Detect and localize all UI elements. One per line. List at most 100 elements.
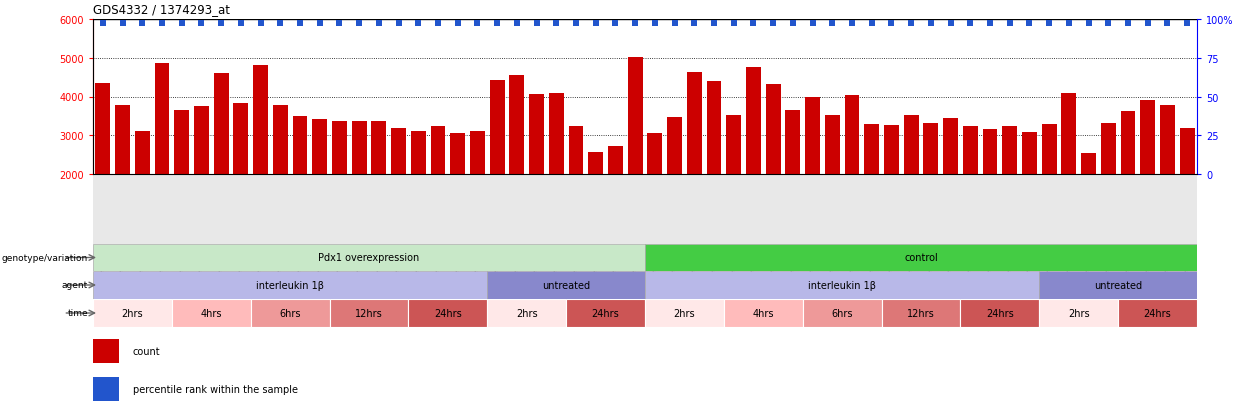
Point bbox=[941, 21, 961, 27]
Bar bbox=[134, 131, 149, 175]
Point bbox=[152, 21, 172, 27]
Point bbox=[1098, 21, 1118, 27]
Bar bbox=[250, 299, 330, 327]
Bar bbox=[352, 121, 366, 175]
Bar bbox=[489, 81, 504, 175]
Bar bbox=[723, 299, 803, 327]
Bar bbox=[1160, 105, 1175, 175]
Point bbox=[763, 21, 783, 27]
Bar bbox=[627, 57, 642, 175]
Point bbox=[310, 21, 330, 27]
Bar bbox=[330, 299, 408, 327]
Text: 4hrs: 4hrs bbox=[752, 308, 774, 318]
Point bbox=[1059, 21, 1079, 27]
Text: untreated: untreated bbox=[542, 280, 590, 290]
Point bbox=[349, 21, 369, 27]
Bar bbox=[431, 127, 446, 175]
Text: 2hrs: 2hrs bbox=[1068, 308, 1089, 318]
Bar bbox=[93, 339, 120, 363]
Bar bbox=[1120, 112, 1135, 175]
Bar bbox=[864, 124, 879, 175]
Point bbox=[467, 21, 487, 27]
Bar bbox=[253, 66, 268, 175]
Text: 4hrs: 4hrs bbox=[200, 308, 222, 318]
Bar bbox=[746, 68, 761, 175]
Text: Pdx1 overexpression: Pdx1 overexpression bbox=[319, 253, 420, 263]
Bar bbox=[93, 299, 172, 327]
Point bbox=[1158, 21, 1178, 27]
Point bbox=[921, 21, 941, 27]
Bar bbox=[487, 271, 645, 299]
Bar bbox=[332, 122, 347, 175]
Point bbox=[901, 21, 921, 27]
Point bbox=[823, 21, 843, 27]
Bar bbox=[1002, 126, 1017, 175]
Bar bbox=[707, 82, 721, 175]
Point bbox=[547, 21, 566, 27]
Text: 2hrs: 2hrs bbox=[515, 308, 538, 318]
Text: control: control bbox=[904, 253, 937, 263]
Bar bbox=[884, 126, 899, 175]
Point bbox=[665, 21, 685, 27]
Text: interleukin 1β: interleukin 1β bbox=[256, 280, 324, 290]
Bar bbox=[312, 120, 327, 175]
Point bbox=[408, 21, 428, 27]
Point bbox=[388, 21, 408, 27]
Point bbox=[527, 21, 547, 27]
Point bbox=[960, 21, 980, 27]
Bar bbox=[687, 73, 702, 175]
Point bbox=[172, 21, 192, 27]
Text: 12hrs: 12hrs bbox=[355, 308, 383, 318]
Bar bbox=[844, 96, 859, 175]
Bar bbox=[391, 129, 406, 175]
Point bbox=[290, 21, 310, 27]
Text: 6hrs: 6hrs bbox=[279, 308, 301, 318]
Point bbox=[1040, 21, 1059, 27]
Text: GDS4332 / 1374293_at: GDS4332 / 1374293_at bbox=[93, 3, 230, 16]
Point bbox=[585, 21, 605, 27]
Bar bbox=[408, 299, 487, 327]
Point bbox=[507, 21, 527, 27]
Bar bbox=[93, 244, 645, 271]
Point bbox=[645, 21, 665, 27]
Bar bbox=[93, 271, 487, 299]
Text: 24hrs: 24hrs bbox=[986, 308, 1013, 318]
Point bbox=[112, 21, 132, 27]
Text: percentile rank within the sample: percentile rank within the sample bbox=[133, 384, 298, 394]
Bar bbox=[924, 124, 939, 175]
Bar bbox=[411, 132, 426, 175]
Point bbox=[625, 21, 645, 27]
Bar bbox=[569, 126, 584, 175]
Text: 24hrs: 24hrs bbox=[435, 308, 462, 318]
Bar bbox=[803, 299, 881, 327]
Point bbox=[428, 21, 448, 27]
Point bbox=[980, 21, 1000, 27]
Point bbox=[723, 21, 743, 27]
Bar bbox=[116, 106, 129, 175]
Point bbox=[1138, 21, 1158, 27]
Text: 24hrs: 24hrs bbox=[1144, 308, 1172, 318]
Bar bbox=[825, 115, 839, 175]
Point bbox=[192, 21, 212, 27]
Bar bbox=[451, 134, 466, 175]
Bar bbox=[471, 131, 484, 175]
Text: interleukin 1β: interleukin 1β bbox=[808, 280, 876, 290]
Point bbox=[862, 21, 881, 27]
Text: 24hrs: 24hrs bbox=[591, 308, 620, 318]
Bar bbox=[960, 299, 1040, 327]
Text: untreated: untreated bbox=[1094, 280, 1142, 290]
Bar bbox=[566, 299, 645, 327]
Bar bbox=[487, 299, 566, 327]
Bar bbox=[962, 126, 977, 175]
Text: agent: agent bbox=[62, 281, 88, 290]
Point bbox=[605, 21, 625, 27]
Bar bbox=[1040, 299, 1118, 327]
Point bbox=[270, 21, 290, 27]
Point bbox=[685, 21, 705, 27]
Point bbox=[1078, 21, 1098, 27]
Bar bbox=[786, 111, 801, 175]
Point bbox=[369, 21, 388, 27]
Bar bbox=[234, 104, 248, 175]
Point bbox=[1178, 21, 1198, 27]
Point bbox=[566, 21, 586, 27]
